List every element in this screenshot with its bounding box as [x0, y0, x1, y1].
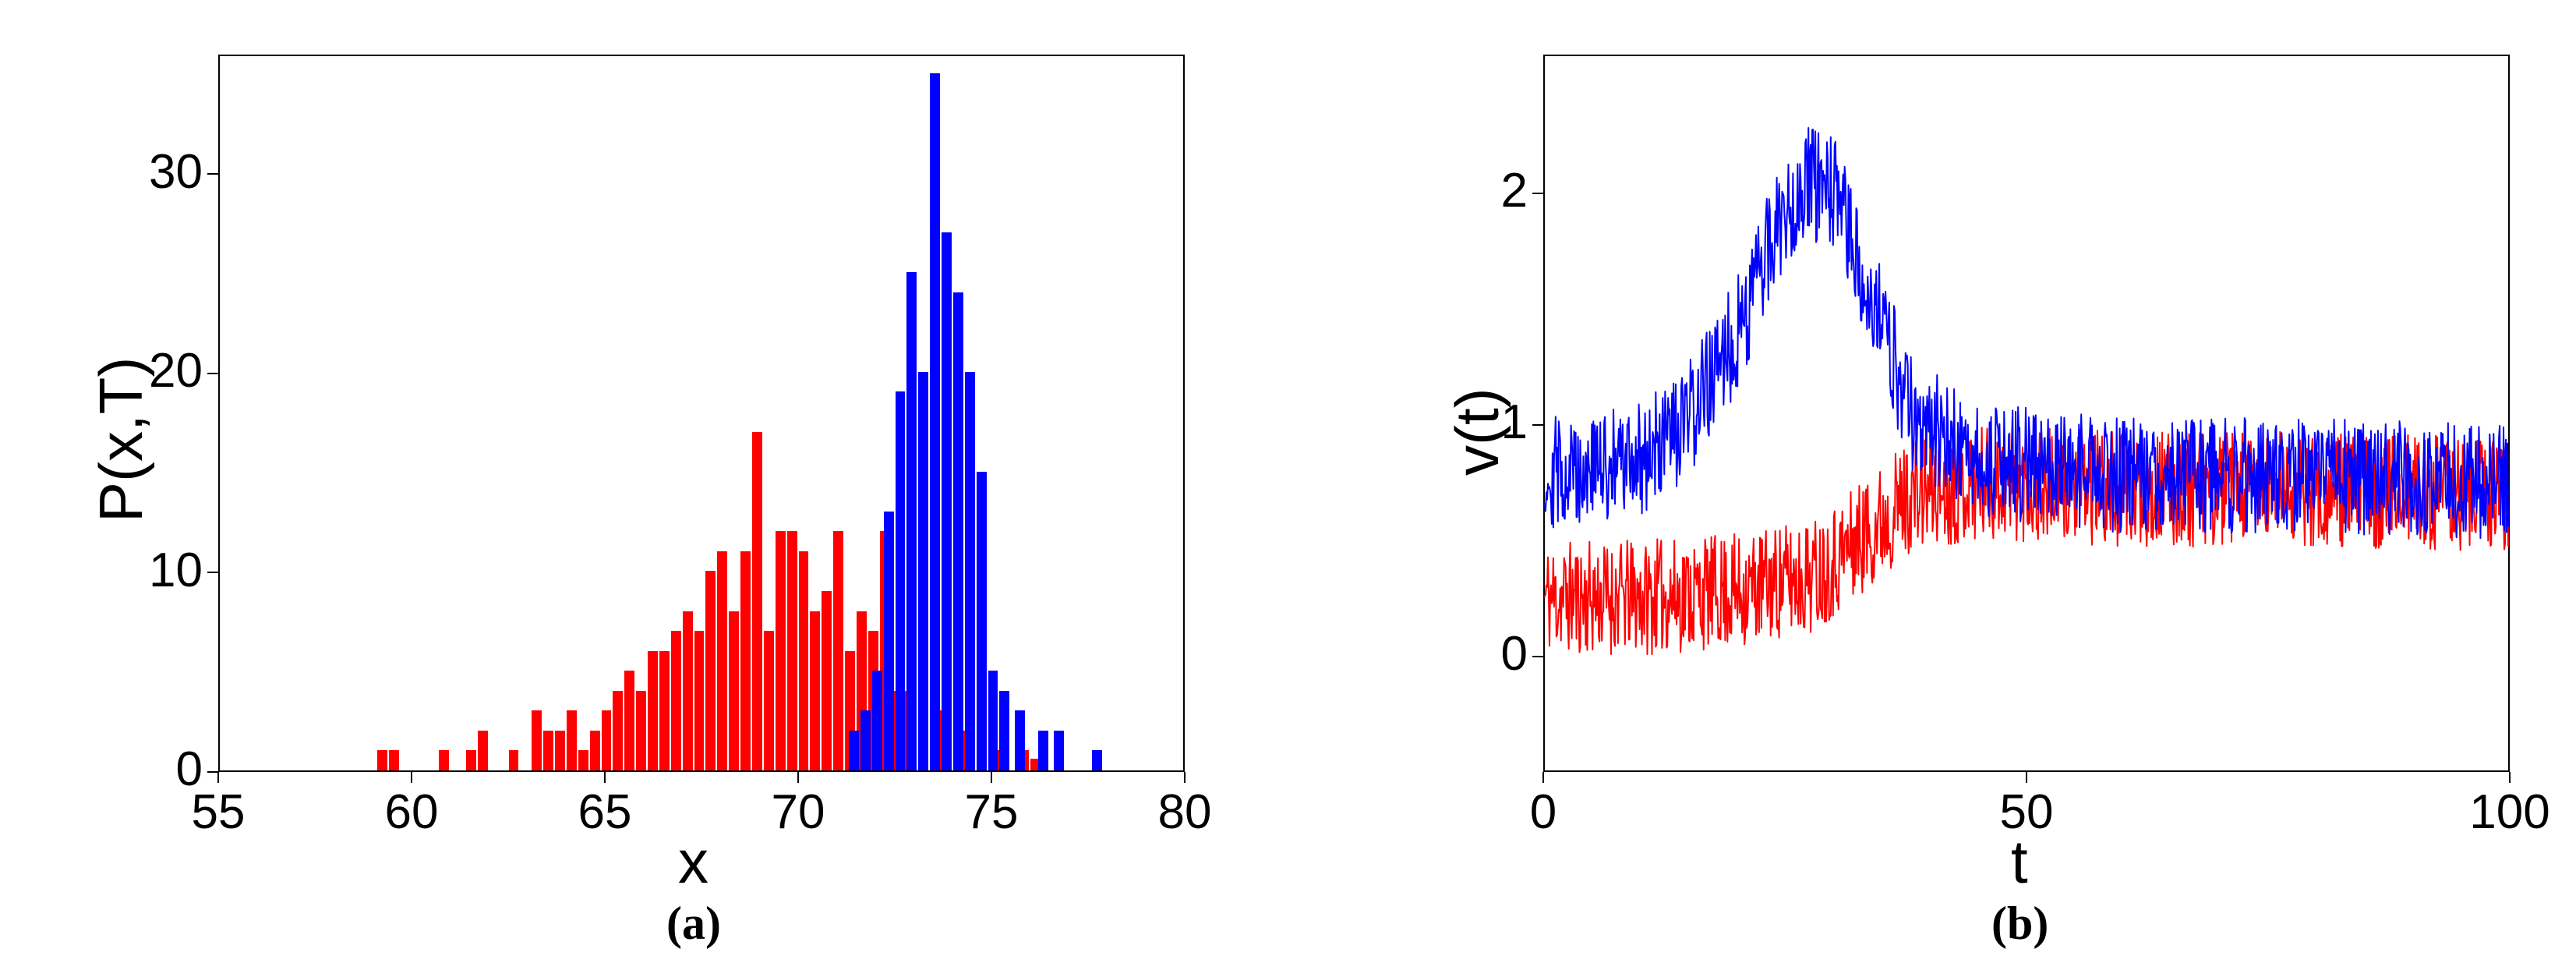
bar-red: [578, 750, 588, 770]
bar-red: [729, 611, 739, 770]
xtick: [411, 772, 412, 783]
bar-blue: [930, 73, 940, 770]
ytick-label: 30: [149, 144, 203, 200]
bar-red: [509, 750, 519, 770]
panel-a-axes: [218, 55, 1185, 772]
ytick: [207, 173, 218, 175]
panel-b-traces: [1545, 56, 2508, 770]
bar-red: [740, 551, 751, 770]
xtick: [1542, 772, 1544, 783]
figure: x P(x,T) (a) t v(t) (b) 5560657075800102…: [0, 0, 2576, 956]
bar-red: [694, 631, 705, 770]
bar-blue: [999, 691, 1009, 770]
xtick: [797, 772, 799, 783]
ytick-label: 2: [1501, 163, 1528, 218]
bar-red: [752, 432, 762, 770]
bar-red: [590, 731, 600, 770]
xtick: [1184, 772, 1186, 783]
ytick-label: 0: [1501, 626, 1528, 682]
xtick: [217, 772, 219, 783]
xtick-label: 65: [558, 784, 652, 840]
ytick-label: 1: [1501, 395, 1528, 450]
bar-blue: [942, 232, 952, 770]
bar-red: [799, 551, 809, 770]
ytick: [207, 771, 218, 773]
bar-red: [532, 710, 542, 770]
bar-red: [602, 710, 612, 770]
bar-blue: [1015, 710, 1025, 770]
bar-red: [787, 531, 797, 770]
xtick-label: 80: [1138, 784, 1231, 840]
bar-red: [659, 651, 670, 770]
bar-red: [648, 651, 658, 770]
panel-a-sublabel: (a): [666, 897, 721, 951]
bar-blue: [896, 391, 906, 770]
panel-b-sublabel: (b): [1991, 897, 2048, 951]
bar-red: [636, 691, 646, 770]
bar-blue: [872, 671, 882, 770]
ytick-label: 10: [149, 543, 203, 598]
xtick-label: 50: [1980, 784, 2073, 840]
bar-blue: [988, 671, 998, 770]
bar-blue: [918, 372, 928, 770]
bar-red: [683, 611, 693, 770]
bar-blue: [977, 472, 987, 770]
xtick-label: 100: [2463, 784, 2557, 840]
xtick: [2026, 772, 2027, 783]
xtick-label: 70: [751, 784, 845, 840]
xtick: [604, 772, 606, 783]
panel-b-axes: [1543, 55, 2510, 772]
xtick: [2509, 772, 2511, 783]
xtick-label: 60: [365, 784, 458, 840]
bar-blue: [906, 272, 917, 770]
ytick: [1532, 656, 1543, 657]
bar-red: [613, 691, 623, 770]
bar-red: [776, 531, 786, 770]
ytick: [207, 373, 218, 374]
bar-red: [705, 571, 716, 770]
bar-red: [466, 750, 476, 770]
bar-red: [810, 611, 820, 770]
bar-blue: [1054, 731, 1064, 770]
xtick: [991, 772, 992, 783]
bar-red: [439, 750, 449, 770]
panel-a-xlabel: x: [678, 827, 708, 898]
bar-blue: [953, 292, 963, 770]
bar-red: [543, 731, 553, 770]
bar-blue: [860, 710, 871, 770]
bar-red: [567, 710, 577, 770]
ytick: [207, 572, 218, 573]
xtick-label: 0: [1496, 784, 1590, 840]
ytick-label: 20: [149, 343, 203, 398]
bar-red: [389, 750, 399, 770]
bar-blue: [1038, 731, 1048, 770]
bar-red: [671, 631, 681, 770]
bar-blue: [884, 512, 894, 770]
ytick-label: 0: [176, 742, 203, 797]
bar-blue: [1092, 750, 1102, 770]
ytick: [1532, 193, 1543, 194]
bar-red: [822, 591, 832, 770]
bar-red: [377, 750, 387, 770]
bar-red: [555, 731, 565, 770]
ytick: [1532, 424, 1543, 426]
bar-blue: [849, 731, 859, 770]
bar-red: [717, 551, 727, 770]
bar-blue: [965, 372, 975, 770]
bar-red: [624, 671, 634, 770]
xtick-label: 75: [945, 784, 1038, 840]
bar-red: [764, 631, 774, 770]
panel-a-ylabel: P(x,T): [86, 357, 157, 522]
bar-red: [478, 731, 488, 770]
bar-red: [833, 531, 843, 770]
